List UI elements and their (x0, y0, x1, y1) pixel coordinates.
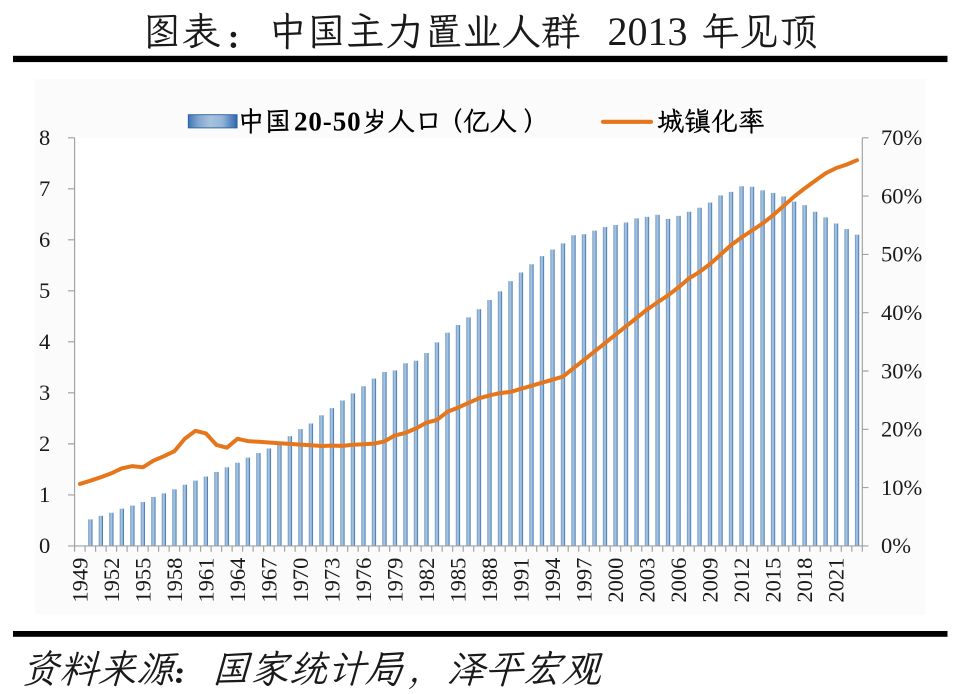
svg-text:2006: 2006 (666, 558, 691, 603)
svg-text:2009: 2009 (698, 558, 723, 603)
svg-text:5: 5 (39, 278, 50, 303)
svg-text:70%: 70% (881, 125, 922, 150)
svg-text:1991: 1991 (509, 558, 534, 603)
svg-text:2012: 2012 (729, 558, 754, 603)
svg-text:1967: 1967 (256, 558, 281, 603)
svg-text:2013: 2013 (608, 9, 688, 54)
svg-text:10%: 10% (881, 475, 922, 500)
svg-text:20-50: 20-50 (294, 107, 362, 137)
svg-text:40%: 40% (881, 300, 922, 325)
svg-text:1949: 1949 (67, 558, 92, 603)
svg-text:4: 4 (39, 329, 50, 354)
svg-text:1970: 1970 (288, 558, 313, 603)
svg-text:1952: 1952 (99, 558, 124, 603)
svg-text:1985: 1985 (445, 558, 470, 603)
svg-text:20%: 20% (881, 417, 922, 442)
svg-text:2021: 2021 (824, 558, 849, 603)
svg-text:1964: 1964 (225, 558, 250, 603)
svg-text:1955: 1955 (130, 558, 155, 603)
svg-text:6: 6 (39, 227, 50, 252)
svg-text:2015: 2015 (761, 558, 786, 603)
svg-text:60%: 60% (881, 183, 922, 208)
svg-text:1994: 1994 (540, 558, 565, 603)
svg-text:30%: 30% (881, 358, 922, 383)
svg-text:7: 7 (39, 176, 50, 201)
svg-text:2: 2 (39, 431, 50, 456)
svg-text:1982: 1982 (414, 558, 439, 603)
svg-text:0%: 0% (881, 533, 911, 558)
svg-text:1: 1 (39, 482, 50, 507)
svg-text:1997: 1997 (572, 558, 597, 603)
svg-text:1979: 1979 (382, 558, 407, 603)
svg-text:0: 0 (39, 533, 50, 558)
svg-text:3: 3 (39, 380, 50, 405)
svg-text:2003: 2003 (635, 558, 660, 603)
svg-text:1988: 1988 (477, 558, 502, 603)
svg-text:2000: 2000 (603, 558, 628, 603)
svg-text:1961: 1961 (193, 558, 218, 603)
svg-text:1958: 1958 (162, 558, 187, 603)
svg-text:1976: 1976 (351, 558, 376, 603)
svg-text:50%: 50% (881, 242, 922, 267)
svg-text:2018: 2018 (792, 558, 817, 603)
svg-text:8: 8 (39, 125, 50, 150)
svg-text:1973: 1973 (319, 558, 344, 603)
